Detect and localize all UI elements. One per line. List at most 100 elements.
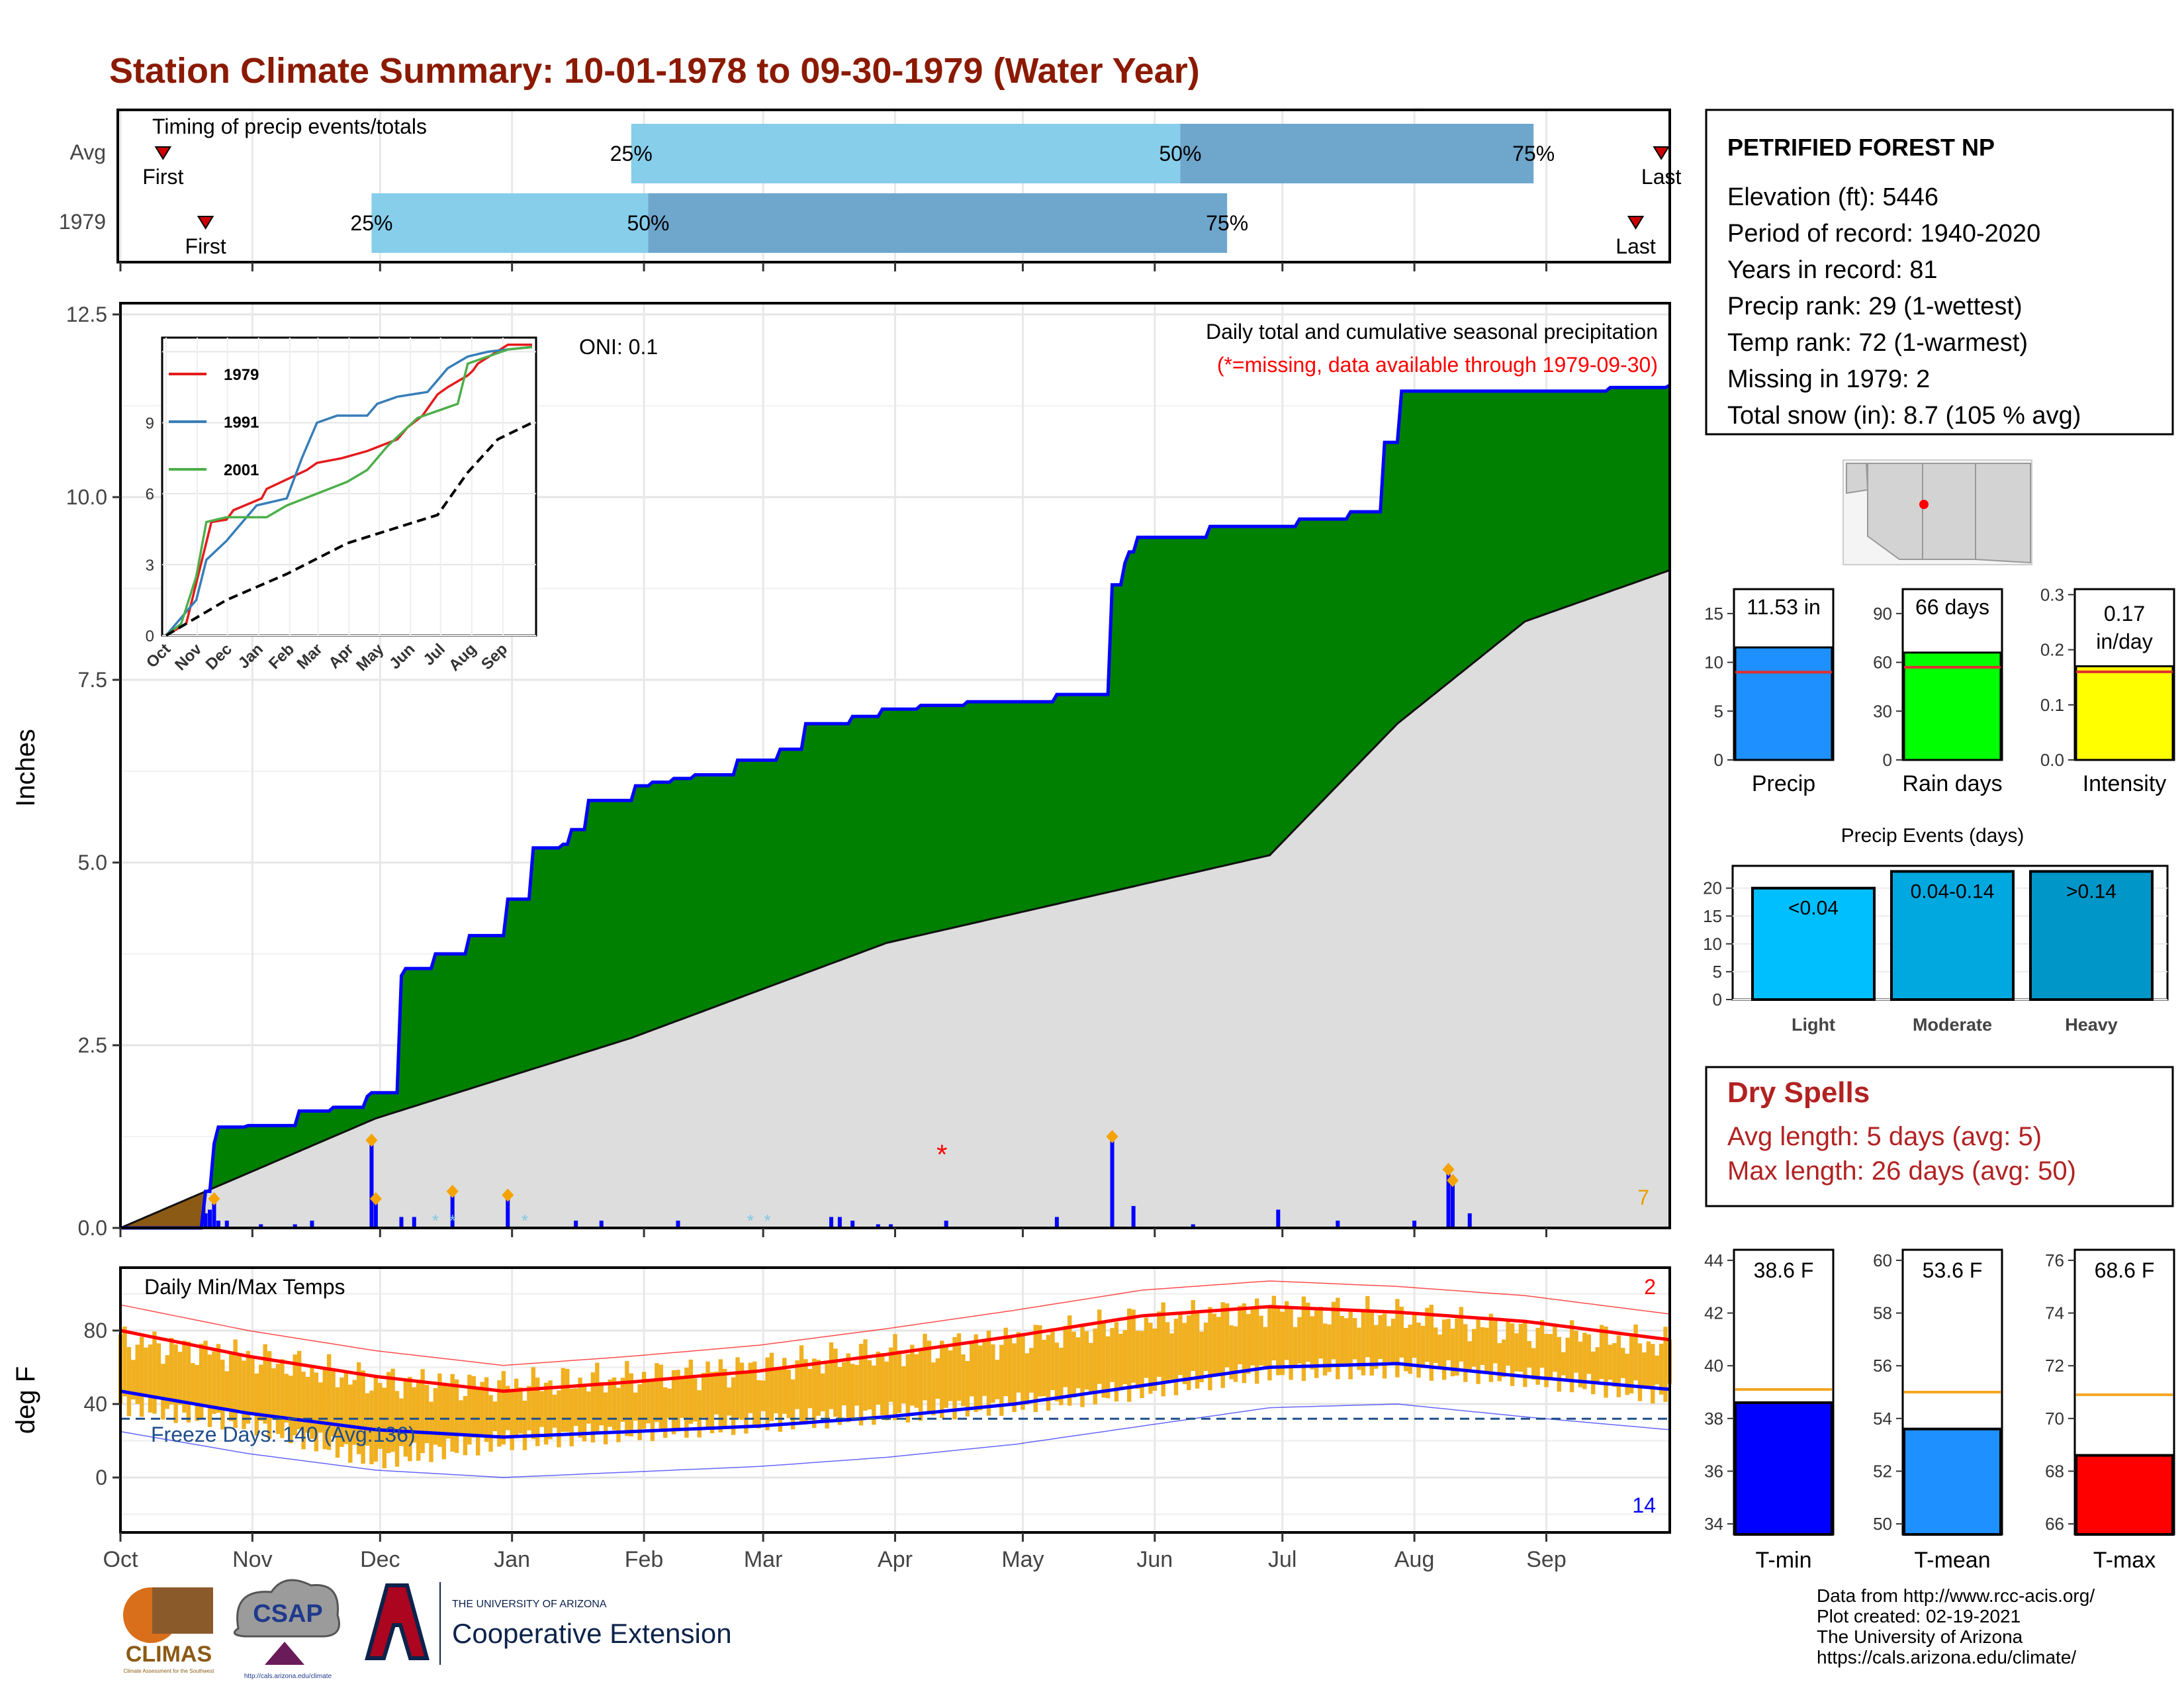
dry-spells-avg: Avg length: 5 days (avg: 5) xyxy=(1727,1122,2042,1151)
normal-max-line xyxy=(120,1305,1670,1393)
daily-temp-bar xyxy=(1250,1306,1255,1366)
daily-temp-bar xyxy=(1080,1326,1085,1407)
daily-temp-bar xyxy=(1216,1317,1221,1375)
daily-temp-bar xyxy=(650,1380,655,1441)
daily-temp-bar xyxy=(727,1387,731,1416)
summary-value-2: 0.17 xyxy=(2104,602,2145,626)
daily-temp-bar xyxy=(1242,1303,1247,1383)
daily-temp-bar xyxy=(1408,1325,1412,1374)
summary-bars: 0 5 10 15 11.53 in Precip 0 30 60 90 66 days Rain d… xyxy=(1704,585,2175,796)
daily-temp-bar xyxy=(1608,1344,1613,1380)
daily-temp-bar xyxy=(1233,1326,1238,1382)
daily-temp-bar xyxy=(803,1359,808,1424)
daily-temp-bar xyxy=(888,1347,893,1402)
daily-temp-bar xyxy=(271,1368,276,1420)
events-bar-moderate xyxy=(1890,870,2015,1001)
daily-temp-bar xyxy=(1655,1355,1659,1385)
daily-precip-bar xyxy=(829,1217,834,1228)
daily-temp-bar xyxy=(858,1344,864,1426)
heavy-event-diamond xyxy=(502,1188,514,1202)
event-count-label: 7 xyxy=(1637,1186,1649,1209)
daily-temp-bar xyxy=(918,1350,923,1421)
daily-temp-bar xyxy=(1548,1334,1553,1380)
summary-label-1: Rain days xyxy=(1902,771,2002,796)
daily-temp-bar xyxy=(1441,1319,1447,1380)
daily-temp-bar xyxy=(1663,1327,1668,1402)
summary-tick-label-1-3: 90 xyxy=(1873,604,1892,624)
daily-temp-bar xyxy=(1553,1325,1557,1372)
events-title: Precip Events (days) xyxy=(1841,825,2025,847)
daily-temp-bar xyxy=(641,1372,647,1429)
daily-temp-bar xyxy=(1352,1318,1357,1360)
events-tick-label-4: 20 xyxy=(1703,878,1722,898)
heavy-event-diamond xyxy=(1447,1174,1459,1188)
daily-temp-bar xyxy=(331,1371,336,1437)
daily-precip-bar xyxy=(203,1213,208,1228)
daily-temp-bar xyxy=(144,1347,148,1397)
daily-temp-bar xyxy=(177,1352,183,1405)
daily-precip-bar xyxy=(212,1198,216,1228)
daily-temp-bar xyxy=(1089,1342,1093,1393)
daily-temp-bar xyxy=(1557,1336,1561,1392)
daily-temp-bar xyxy=(1642,1352,1647,1389)
summary-tick-label-2-1: 0.1 xyxy=(2040,695,2064,715)
daily-temp-bar xyxy=(1476,1317,1480,1384)
daily-temp-bar xyxy=(688,1359,693,1424)
temp-summary-value-2: 68.6 F xyxy=(2095,1258,2155,1282)
daily-precip-bar xyxy=(1467,1213,1472,1228)
events-tick-label-0: 0 xyxy=(1713,990,1722,1009)
daily-temp-bar xyxy=(620,1378,625,1422)
dry-spells-max: Max length: 26 days (avg: 50) xyxy=(1727,1156,2076,1186)
daily-temp-bar xyxy=(139,1336,144,1417)
map-state-nm xyxy=(1922,463,1976,560)
daily-temp-bar xyxy=(148,1344,153,1413)
daily-temp-bar xyxy=(1565,1337,1570,1380)
daily-temp-bar xyxy=(267,1351,272,1439)
daily-temp-bar xyxy=(752,1361,757,1426)
daily-precip-bar xyxy=(310,1220,314,1228)
daily-temp-bar xyxy=(1357,1327,1361,1370)
summary-label-2: Intensity xyxy=(2083,771,2167,796)
timing-last_label-marker-Avg xyxy=(1653,146,1670,160)
daily-temp-bar xyxy=(135,1344,140,1404)
temp-summary-tick-label-0-0: 34 xyxy=(1704,1514,1723,1534)
inset-series-line-1991 xyxy=(165,346,533,637)
timing-bar-q2-1979 xyxy=(648,193,1228,253)
ua-logo: THE UNIVERSITY OF ARIZONA Cooperative Ex… xyxy=(365,1582,732,1665)
daily-temp-bar xyxy=(714,1372,719,1415)
timing-p75_label-1979: 75% xyxy=(1206,211,1248,235)
daily-temp-bar xyxy=(254,1373,259,1436)
daily-temp-bar xyxy=(501,1371,506,1445)
daily-temp-bar xyxy=(1399,1307,1404,1358)
temp-summary-label-1: T-mean xyxy=(1914,1548,1990,1573)
daily-temp-bar xyxy=(543,1382,549,1445)
daily-temp-bar xyxy=(1404,1327,1408,1372)
daily-temp-bar xyxy=(169,1338,174,1405)
daily-temp-bar xyxy=(1084,1331,1089,1390)
timing-p25_label-Avg: 25% xyxy=(610,142,653,165)
daily-temp-bar xyxy=(340,1377,344,1447)
daily-temp-bar xyxy=(224,1371,229,1411)
daily-temp-bar xyxy=(1625,1354,1629,1395)
temp-summary-tick-label-2-1: 68 xyxy=(2045,1461,2064,1481)
daily-temp-bar xyxy=(280,1359,285,1438)
daily-temp-bar xyxy=(122,1326,127,1397)
daily-temp-bar xyxy=(531,1367,536,1440)
temp-summary-tick-label-0-4: 42 xyxy=(1704,1303,1723,1323)
daily-temp-bar xyxy=(1140,1331,1144,1399)
climas-logo: CLIMAS Climate Assessment for the Southw… xyxy=(123,1587,214,1674)
temp-summary-tick-label-0-3: 40 xyxy=(1704,1356,1723,1376)
heavy-event-diamond xyxy=(365,1133,378,1147)
daily-temp-bar xyxy=(233,1339,238,1429)
daily-temp-bar xyxy=(1569,1320,1574,1393)
daily-temp-bar xyxy=(1455,1318,1459,1376)
daily-temp-bar xyxy=(1574,1331,1578,1373)
daily-temp-bar xyxy=(1318,1306,1323,1359)
station-name: PETRIFIED FOREST NP xyxy=(1727,134,1995,161)
temp-summary-tick-label-0-1: 36 xyxy=(1704,1461,1723,1481)
daily-temp-bar xyxy=(1369,1311,1375,1376)
daily-temp-bar xyxy=(548,1380,553,1440)
daily-temp-bar xyxy=(633,1392,638,1421)
daily-temp-bar xyxy=(514,1378,519,1437)
station-info-box: PETRIFIED FOREST NP Elevation (ft): 5446… xyxy=(1705,109,2174,436)
